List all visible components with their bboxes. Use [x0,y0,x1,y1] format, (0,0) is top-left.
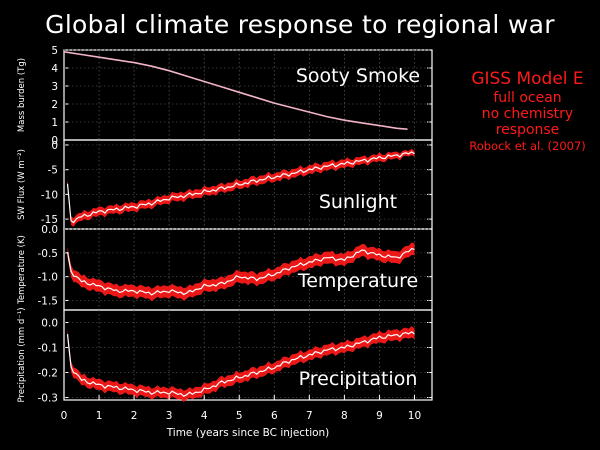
y-tick-label: 5 [51,45,58,57]
ensemble-band [67,148,415,227]
ensemble-mean-line [66,331,415,398]
model-description: GISS Model E full ocean no chemistry res… [455,69,600,153]
x-tick-label: 6 [271,410,278,422]
model-name: GISS Model E [471,69,584,89]
ensemble-mean-line [66,151,415,224]
panel-label: Sooty Smoke [296,65,420,87]
x-tick-label: 0 [61,410,68,422]
panel-label: Sunlight [319,191,397,213]
y-tick-label: 3 [51,81,58,93]
y-tick-label: -0.2 [38,368,59,380]
y-tick-label: -0.1 [38,343,59,355]
model-line-response: response [495,121,560,138]
y-tick-label: 0.0 [41,224,58,236]
x-tick-label: 3 [166,410,173,422]
y-tick-label: 2 [51,99,58,111]
y-tick-label: 4 [51,63,58,75]
ensemble-band [67,326,415,402]
y-tick-label: 0.0 [41,318,58,330]
x-tick-label: 5 [236,410,243,422]
x-tick-label: 2 [131,410,138,422]
panel-label: Temperature [297,270,418,292]
y-tick-label: -0.5 [38,248,59,260]
smoke-series-line [63,51,408,130]
y-tick-label: -15 [41,214,58,226]
x-tick-label: 7 [306,410,313,422]
panel-frame [63,309,433,401]
y-tick-label: -1.0 [38,272,59,284]
x-tick-label: 4 [201,410,208,422]
model-citation: Robock et al. (2007) [469,138,586,153]
y-tick-label: 0 [51,135,58,147]
y-tick-label: -10 [41,189,58,201]
x-axis-label: Time (years since BC injection) [166,427,330,439]
y-tick-label: 0 [51,140,58,152]
panel-label: Precipitation [299,368,418,390]
x-tick-label: 9 [376,410,383,422]
y-tick-label: -0.3 [38,393,59,405]
x-tick-label: 8 [341,410,348,422]
x-tick-label: 10 [408,410,421,422]
model-line-ocean: full ocean [493,89,562,106]
y-axis-label: Precipitation (mm d⁻¹) [17,307,27,402]
ensemble-mean-line [66,248,415,296]
y-axis-label: Mass burden (Tg) [17,58,27,132]
y-tick-label: -1.5 [38,295,59,307]
model-line-chemistry: no chemistry [481,105,574,122]
y-axis-label: Temperature (K) [17,235,27,305]
x-tick-label: 1 [96,410,103,422]
y-axis-label: SW Flux (W m⁻²) [17,149,27,220]
y-tick-label: -5 [48,165,58,177]
y-tick-label: 1 [51,117,58,129]
slide-title: Global climate response to regional war [45,10,555,39]
